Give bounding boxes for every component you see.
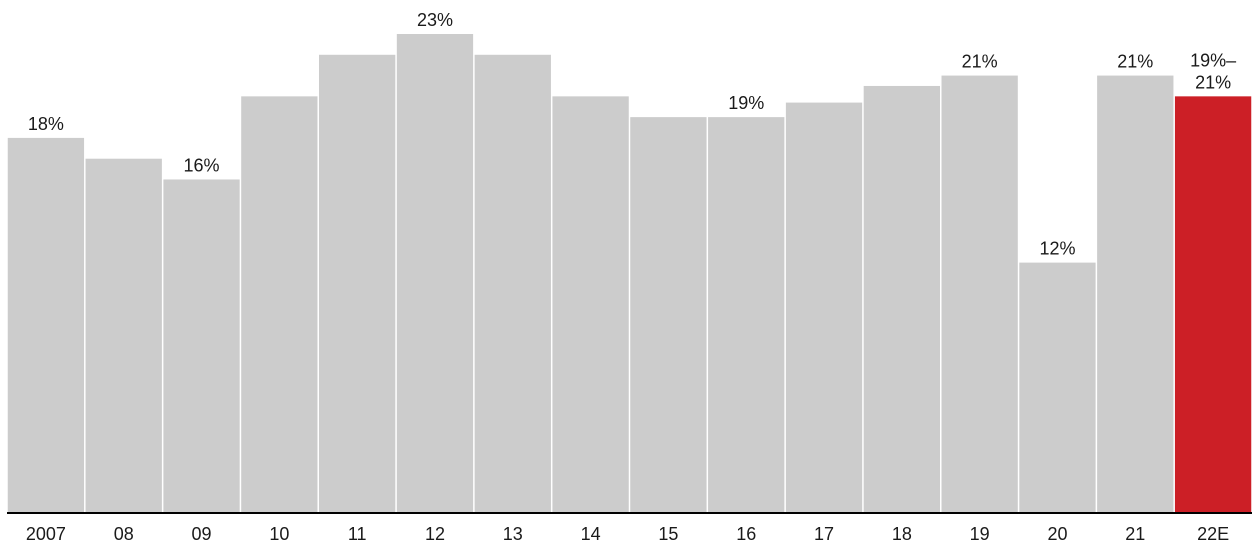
bar-21	[1097, 75, 1174, 512]
x-tick-label: 15	[658, 524, 678, 544]
bar-09	[163, 179, 240, 513]
x-tick-label: 19	[970, 524, 990, 544]
x-tick-label: 11	[348, 524, 367, 544]
data-label: 23%	[417, 10, 453, 30]
x-tick-label: 10	[269, 524, 289, 544]
x-tick-label: 08	[114, 524, 134, 544]
x-tick-label: 22E	[1197, 524, 1229, 544]
x-tick-label: 2007	[26, 524, 66, 544]
x-tick-label: 17	[814, 524, 834, 544]
bar-22E	[1174, 96, 1252, 512]
bar-13	[474, 54, 551, 512]
data-label: 16%	[184, 155, 220, 175]
x-tick-label: 21	[1125, 524, 1145, 544]
data-label: 12%	[1039, 239, 1075, 259]
data-label: 18%	[28, 114, 64, 134]
bar-11	[319, 54, 396, 512]
data-label: 21%	[1117, 52, 1153, 72]
x-tick-label: 12	[425, 524, 445, 544]
data-label: 19%	[728, 93, 764, 113]
bar-14	[552, 96, 629, 512]
bar-20	[1019, 262, 1096, 512]
x-tick-label: 16	[736, 524, 756, 544]
data-label: 21%	[962, 52, 998, 72]
x-tick-label: 09	[192, 524, 212, 544]
bar-08	[85, 158, 162, 512]
data-label: 19%– 21%	[1190, 50, 1236, 92]
x-tick-label: 18	[892, 524, 912, 544]
bar-2007	[7, 137, 85, 512]
x-tick-label: 20	[1047, 524, 1067, 544]
bar-19	[941, 75, 1018, 512]
bar-12	[396, 34, 474, 512]
bar-17	[785, 102, 863, 512]
x-tick-label: 13	[503, 524, 523, 544]
bar-18	[863, 85, 940, 513]
bar-15	[630, 117, 707, 512]
bar-16	[708, 117, 785, 512]
x-tick-label: 14	[581, 524, 601, 544]
bar-10	[241, 96, 318, 512]
